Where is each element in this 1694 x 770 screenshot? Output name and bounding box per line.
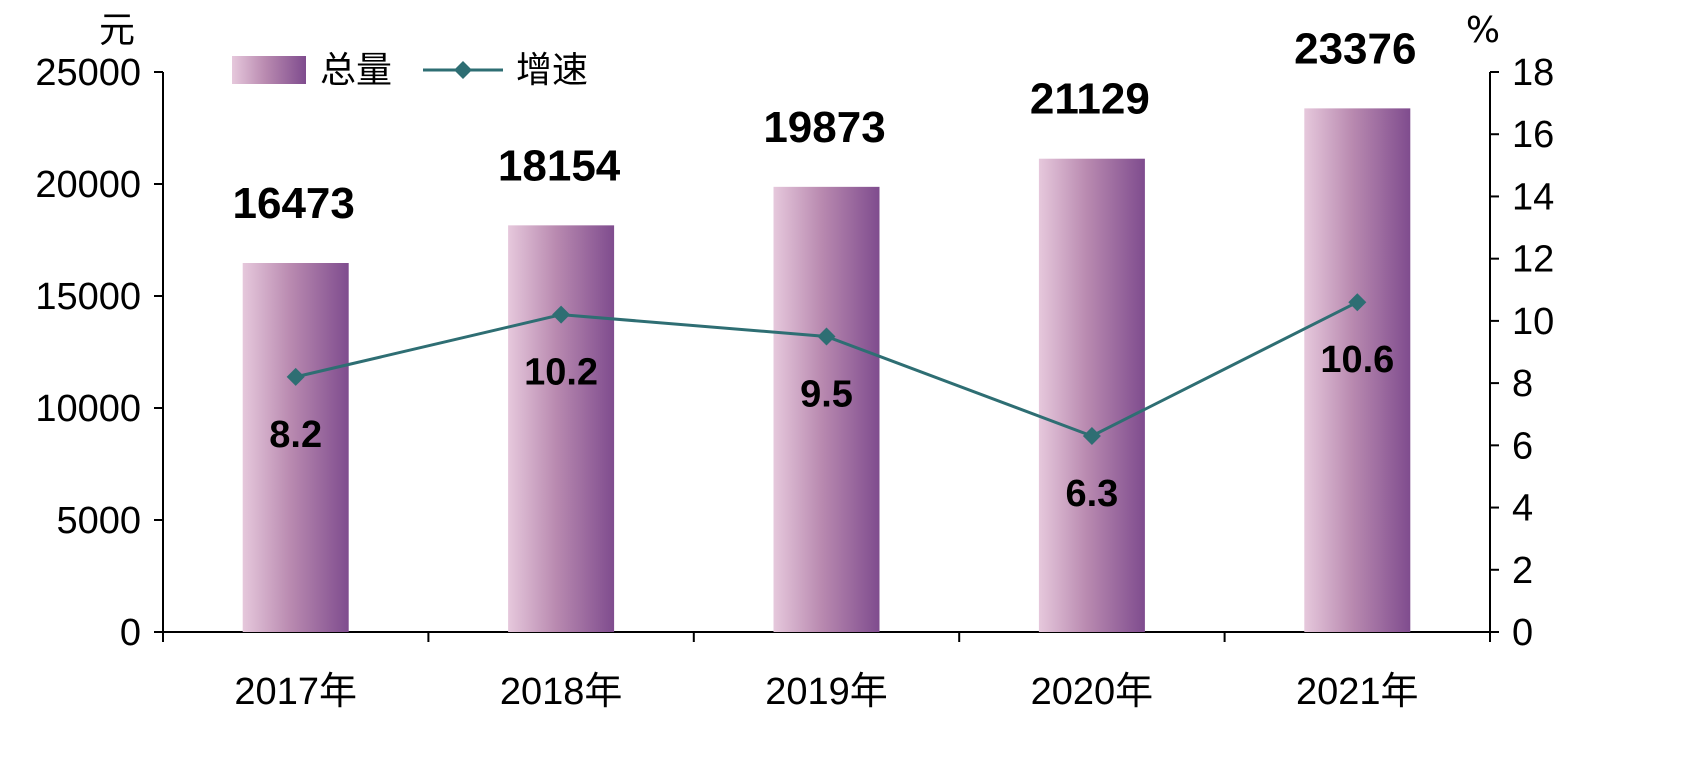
line-series — [286, 293, 1367, 445]
bar-value-label: 21129 — [1030, 75, 1150, 124]
x-axis-category-label: 2019年 — [765, 671, 888, 713]
legend: 总量 增速 — [232, 50, 588, 91]
line-point-marker — [817, 327, 836, 346]
legend-bar-swatch — [232, 56, 306, 84]
bar-value-label: 19873 — [763, 103, 885, 152]
right-axis-tick-label: 8 — [1512, 363, 1533, 405]
left-axis-unit: 元 — [99, 10, 135, 51]
left-axis-tick-label: 15000 — [35, 276, 141, 318]
line-value-label: 10.6 — [1320, 339, 1394, 381]
line-value-label: 9.5 — [800, 373, 853, 415]
left-axis-tick-label: 20000 — [35, 164, 141, 206]
left-axis-tick-label: 10000 — [35, 388, 141, 430]
bar — [242, 263, 349, 632]
bar-value-labels: 16473 18154 19873 21129 23376 — [233, 24, 1417, 228]
x-axis: 2017年 2018年 2019年 2020年 2021年 — [162, 631, 1491, 713]
x-axis-category-label: 2021年 — [1296, 671, 1419, 713]
left-axis-tick-label: 0 — [120, 612, 141, 654]
line-value-labels: 8.2 10.2 9.5 6.3 10.6 — [269, 339, 1394, 515]
right-axis-tick-label: 2 — [1512, 550, 1533, 592]
bar — [508, 225, 615, 632]
bar — [1038, 158, 1145, 633]
bar — [773, 186, 880, 633]
bar-series — [242, 108, 1411, 633]
right-axis-tick-label: 0 — [1512, 612, 1533, 654]
right-axis-tick-label: 12 — [1512, 239, 1554, 281]
bar-value-label: 16473 — [233, 179, 355, 228]
line-point-marker — [1082, 427, 1101, 445]
right-axis-tick-label: 14 — [1512, 176, 1554, 218]
bar-value-label: 18154 — [498, 141, 621, 190]
right-axis: 0 2 4 6 8 10 12 14 16 18 — [1489, 52, 1554, 654]
line-value-label: 6.3 — [1065, 473, 1118, 515]
right-axis-tick-label: 16 — [1512, 114, 1554, 156]
legend-line-label: 增速 — [516, 50, 588, 91]
right-axis-tick-label: 10 — [1512, 301, 1554, 343]
left-axis-tick-label: 5000 — [56, 500, 141, 542]
x-axis-category-label: 2020年 — [1031, 671, 1154, 713]
line-value-label: 10.2 — [524, 352, 598, 394]
left-axis-tick-label: 25000 — [35, 52, 141, 94]
line-point-marker — [286, 367, 305, 386]
legend-bar-label: 总量 — [320, 50, 392, 91]
bar — [1304, 108, 1411, 632]
bar-value-label: 23376 — [1294, 24, 1416, 73]
right-axis-tick-label: 4 — [1512, 488, 1533, 530]
right-axis-unit: % — [1466, 10, 1500, 51]
axis-unit-labels: 元% — [99, 10, 1500, 51]
right-axis-tick-label: 18 — [1512, 52, 1554, 94]
left-axis: 0 5000 10000 15000 20000 25000 — [35, 52, 164, 654]
legend-line-marker — [454, 61, 472, 79]
x-axis-category-label: 2018年 — [500, 671, 623, 713]
x-axis-category-label: 2017年 — [234, 671, 357, 713]
line-value-label: 8.2 — [269, 414, 322, 456]
line-point-marker — [552, 305, 571, 324]
right-axis-tick-label: 6 — [1512, 425, 1533, 467]
line-point-marker — [1348, 293, 1367, 312]
